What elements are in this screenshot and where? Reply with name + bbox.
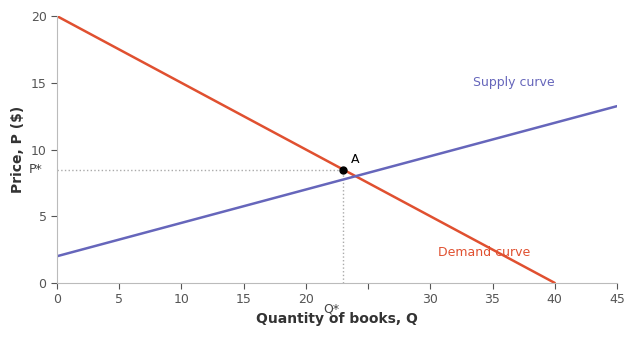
Y-axis label: Price, P ($): Price, P ($) [11, 106, 25, 193]
Text: Supply curve: Supply curve [473, 76, 555, 90]
Text: Q*: Q* [323, 303, 340, 316]
Text: Demand curve: Demand curve [438, 246, 530, 258]
Text: P*: P* [28, 163, 42, 176]
X-axis label: Quantity of books, Q: Quantity of books, Q [256, 312, 418, 326]
Text: A: A [350, 153, 359, 165]
